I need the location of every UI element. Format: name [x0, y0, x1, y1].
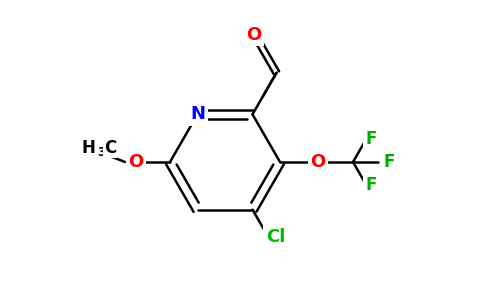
Text: O: O — [128, 153, 144, 171]
Text: O: O — [246, 26, 261, 44]
Text: F: F — [383, 153, 394, 171]
Text: F: F — [365, 130, 377, 148]
Text: C: C — [104, 139, 116, 157]
Text: Cl: Cl — [266, 228, 285, 246]
Text: F: F — [365, 176, 377, 194]
Text: N: N — [190, 105, 205, 123]
Text: H: H — [81, 139, 95, 157]
Text: 3: 3 — [97, 146, 106, 158]
Text: O: O — [310, 153, 326, 171]
